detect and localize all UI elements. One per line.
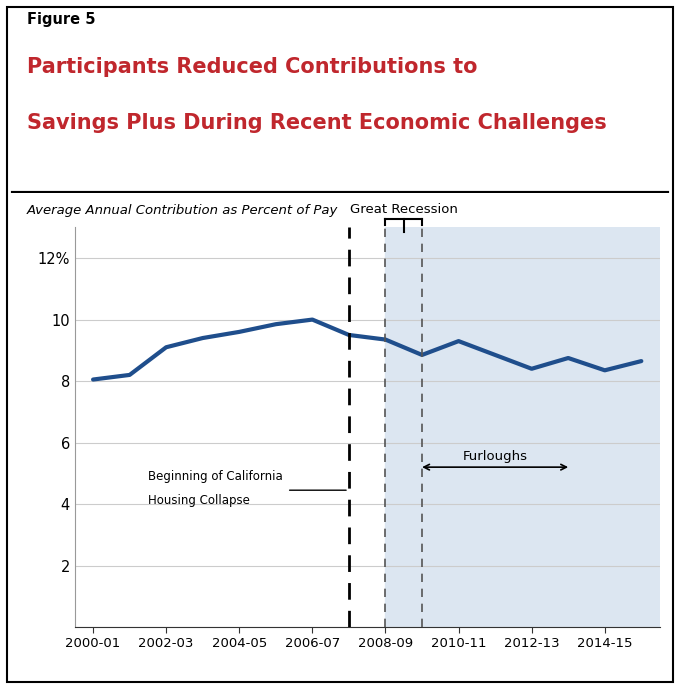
- Text: Great Recession: Great Recession: [350, 203, 458, 216]
- Text: Participants Reduced Contributions to: Participants Reduced Contributions to: [27, 57, 477, 77]
- Text: Furloughs: Furloughs: [462, 449, 528, 462]
- Text: Average Annual Contribution as Percent of Pay: Average Annual Contribution as Percent o…: [27, 204, 338, 216]
- Text: Savings Plus During Recent Economic Challenges: Savings Plus During Recent Economic Chal…: [27, 113, 607, 133]
- Bar: [386, 227, 422, 627]
- Text: Beginning of California: Beginning of California: [148, 469, 283, 482]
- Text: Figure 5: Figure 5: [27, 12, 95, 28]
- Text: Housing Collapse: Housing Collapse: [148, 494, 250, 507]
- Bar: [422, 227, 660, 627]
